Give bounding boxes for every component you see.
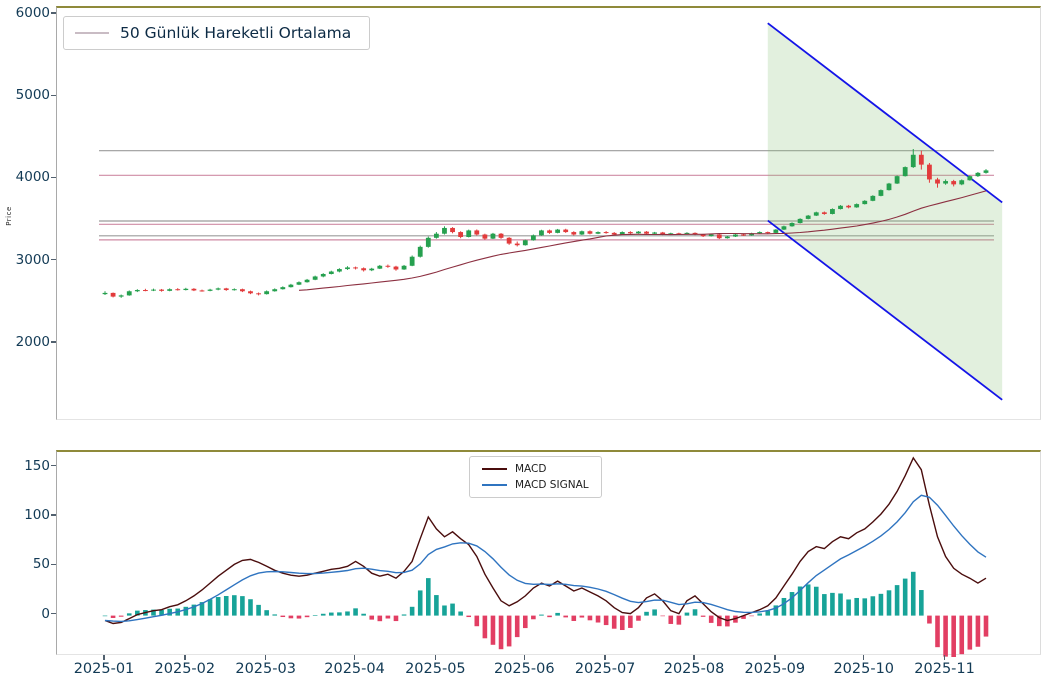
- macd-signal-legend-entry: MACD SIGNAL: [482, 479, 589, 491]
- macd-signal-legend-label: MACD SIGNAL: [515, 479, 589, 491]
- ma-legend: 50 Günlük Hareketli Ortalama: [63, 16, 371, 50]
- x-tick-label: 2025-01: [73, 661, 135, 677]
- price-axis-title: Price: [4, 206, 13, 226]
- ma-legend-line-sample: [75, 32, 109, 34]
- macd-panel: MACD MACD SIGNAL: [56, 450, 1041, 657]
- macd-legend: MACD MACD SIGNAL: [469, 456, 602, 498]
- x-tick-label: 2025-03: [235, 661, 296, 677]
- x-tick-label: 2025-09: [744, 661, 806, 677]
- x-tick-label: 2025-06: [493, 661, 555, 677]
- price-y-tick-label: 3000: [15, 251, 50, 268]
- price-y-tick-label: 2000: [15, 333, 50, 350]
- price-panel: 50 Günlük Hareketli Ortalama: [56, 6, 1041, 420]
- macd-chart-canvas: [102, 456, 989, 657]
- macd-y-tick-label: 100: [24, 507, 50, 524]
- x-tick-label: 2025-07: [574, 661, 636, 677]
- macd-y-tick-label: 50: [32, 556, 50, 573]
- x-tick-label: 2025-02: [154, 661, 216, 677]
- price-y-tick-label: 6000: [15, 4, 50, 21]
- macd-line-sample: [482, 468, 507, 470]
- x-tick-label: 2025-04: [324, 661, 385, 677]
- macd-legend-entry: MACD: [482, 463, 546, 475]
- ma-legend-label: 50 Günlük Hareketli Ortalama: [120, 24, 352, 42]
- price-y-tick-label: 5000: [15, 87, 50, 104]
- macd-signal-line-sample: [482, 484, 507, 486]
- price-chart-canvas: [99, 22, 1003, 401]
- macd-legend-label: MACD: [515, 463, 547, 475]
- x-tick-label: 2025-05: [405, 661, 466, 677]
- macd-y-tick-label: 0: [41, 605, 50, 622]
- x-tick-label: 2025-08: [663, 661, 725, 677]
- price-y-tick-label: 4000: [15, 169, 50, 186]
- x-tick-label: 2025-10: [833, 661, 895, 677]
- macd-y-tick-label: 150: [24, 457, 50, 474]
- x-tick-label: 2025-11: [914, 661, 975, 677]
